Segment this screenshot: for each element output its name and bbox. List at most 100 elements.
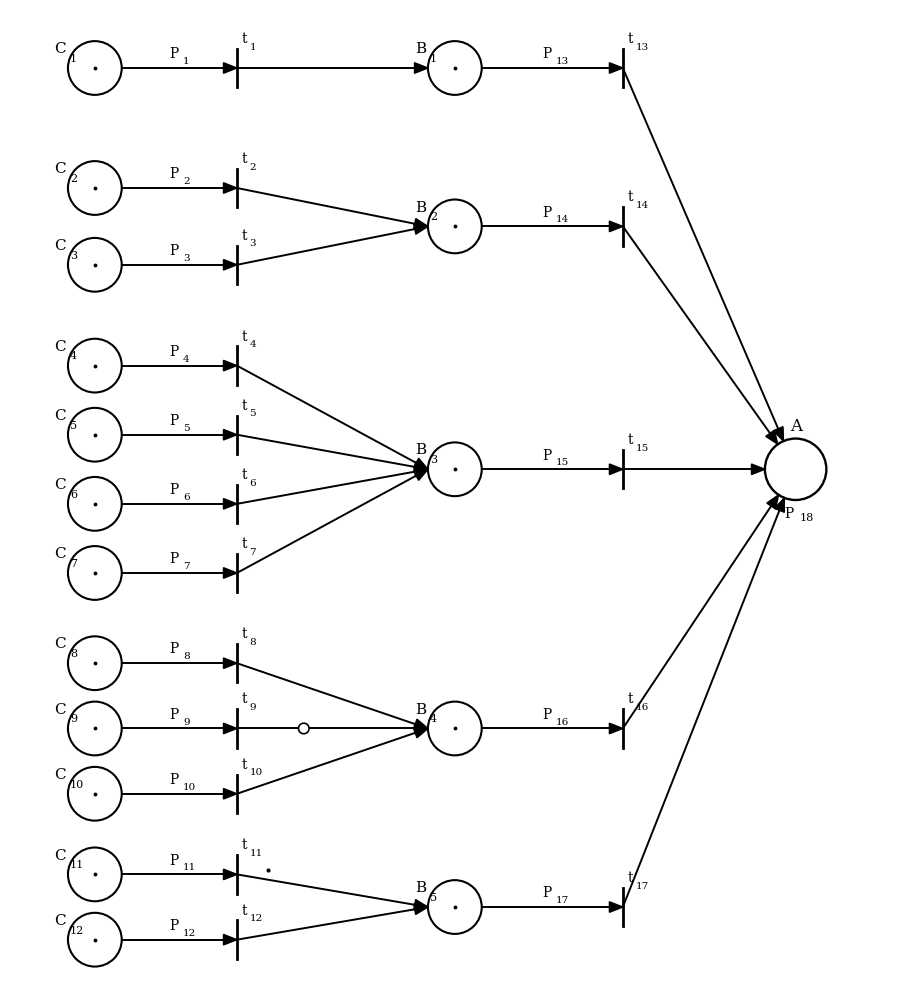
Text: 18: 18 [799,513,814,523]
Text: 15: 15 [557,458,569,467]
Text: P: P [169,708,179,722]
Text: t: t [242,468,247,482]
Polygon shape [224,63,237,73]
Text: 6: 6 [249,479,256,488]
Text: 7: 7 [183,562,189,571]
Text: P: P [169,47,179,61]
Polygon shape [610,221,623,232]
Text: P: P [542,449,551,463]
Text: P: P [169,854,179,868]
Circle shape [68,408,122,462]
Text: P: P [169,414,179,428]
Text: 4: 4 [249,340,256,349]
Text: 11: 11 [183,863,197,872]
Text: B: B [415,703,426,717]
Text: 12: 12 [249,914,262,923]
Text: P: P [169,642,179,656]
Polygon shape [224,429,237,440]
Text: 1: 1 [69,54,77,64]
Circle shape [68,702,122,755]
Polygon shape [224,723,237,734]
Text: P: P [542,886,551,900]
Polygon shape [414,462,428,472]
Text: 3: 3 [69,251,77,261]
Circle shape [68,238,122,292]
Text: C: C [54,703,66,717]
Text: P: P [542,708,551,722]
Circle shape [68,477,122,531]
Polygon shape [224,260,237,270]
Text: 4: 4 [183,355,189,364]
Text: 1: 1 [430,54,437,64]
Polygon shape [610,902,623,912]
Text: t: t [242,330,247,344]
Text: 1: 1 [183,57,189,66]
Polygon shape [610,723,623,734]
Circle shape [68,913,122,967]
Polygon shape [414,900,428,910]
Polygon shape [610,464,623,475]
Text: 2: 2 [249,163,256,172]
Text: 5: 5 [249,409,256,418]
Polygon shape [414,469,428,480]
Text: 9: 9 [183,718,189,727]
Text: 10: 10 [69,780,84,790]
Text: 2: 2 [183,177,189,186]
Polygon shape [414,904,428,915]
Text: 12: 12 [69,926,84,936]
Circle shape [428,880,482,934]
Polygon shape [413,719,428,729]
Text: t: t [242,537,247,551]
Text: 3: 3 [183,254,189,263]
Text: P: P [169,483,179,497]
Text: t: t [242,32,247,46]
Polygon shape [224,183,237,193]
Text: t: t [628,871,633,885]
Text: 10: 10 [249,768,262,777]
Text: 8: 8 [249,638,256,647]
Text: 2: 2 [430,212,437,222]
Text: C: C [54,42,66,56]
Polygon shape [773,427,784,441]
Polygon shape [224,658,237,668]
Text: 16: 16 [635,703,649,712]
Text: 14: 14 [557,215,569,224]
Text: 4: 4 [69,351,77,361]
Text: 8: 8 [69,649,77,659]
Text: t: t [242,229,247,243]
Text: t: t [628,433,633,447]
Polygon shape [414,458,428,469]
Polygon shape [610,63,623,73]
Text: 11: 11 [69,860,84,870]
Polygon shape [224,360,237,371]
Text: 17: 17 [557,896,569,905]
Text: P: P [169,552,179,566]
Circle shape [68,767,122,821]
Text: P: P [785,507,794,521]
Circle shape [68,161,122,215]
Polygon shape [414,224,428,234]
Polygon shape [224,934,237,945]
Text: t: t [628,32,633,46]
Text: B: B [415,881,426,895]
Circle shape [68,339,122,392]
Text: P: P [169,244,179,258]
Text: t: t [242,152,247,166]
Circle shape [765,439,826,500]
Polygon shape [415,63,428,73]
Circle shape [68,636,122,690]
Text: 13: 13 [557,57,569,66]
Text: C: C [54,914,66,928]
Circle shape [68,546,122,600]
Text: C: C [54,162,66,176]
Text: B: B [415,42,426,56]
Text: P: P [169,919,179,933]
Text: t: t [242,838,247,852]
Text: 7: 7 [69,559,77,569]
Polygon shape [224,788,237,799]
Polygon shape [224,568,237,578]
Text: t: t [242,758,247,772]
Text: 10: 10 [183,783,197,792]
Text: C: C [54,409,66,423]
Text: C: C [54,547,66,561]
